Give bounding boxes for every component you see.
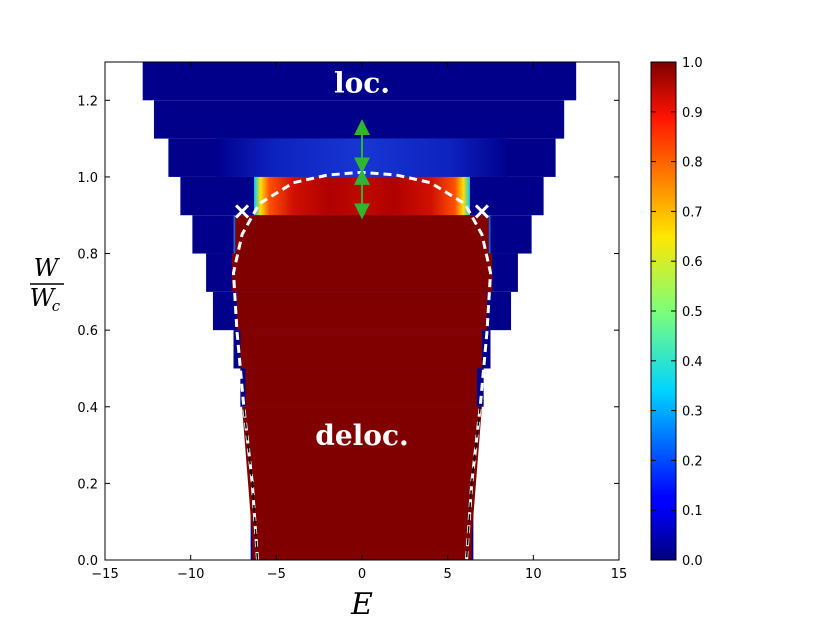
y-axis-title-denominator: W — [30, 284, 57, 312]
deloc-band-5 — [235, 215, 489, 254]
colorbar-tick-label: 0.6 — [682, 255, 703, 270]
x-tick-label: −10 — [177, 567, 204, 582]
y-axis-title-subscript: c — [52, 297, 61, 315]
critical-point-0 — [235, 204, 250, 219]
y-axis-title-numerator: W — [34, 254, 61, 282]
critical-point-1 — [474, 204, 489, 219]
deloc-band-4 — [231, 253, 493, 292]
colorbar-tick-label: 0.0 — [682, 554, 703, 569]
x-tick-label: −15 — [91, 567, 118, 582]
y-tick-label: 1.2 — [77, 94, 98, 109]
deloc-band-2 — [240, 330, 482, 369]
y-tick-label: 0.2 — [77, 477, 98, 492]
x-tick-label: 15 — [611, 567, 628, 582]
deloc-lower-shape — [242, 406, 482, 560]
x-tick-label: 10 — [525, 567, 542, 582]
x-axis-title: E — [350, 587, 373, 622]
x-tick-label: −5 — [267, 567, 286, 582]
deloc-band-3 — [236, 291, 488, 331]
colorbar-tick-label: 0.5 — [682, 305, 703, 320]
y-tick-label: 0.0 — [77, 554, 98, 569]
colorbar-tick-label: 0.4 — [682, 355, 703, 370]
deloc-band-1 — [245, 368, 477, 407]
x-tick-label: 0 — [358, 567, 366, 582]
spectrum-band-10 — [142, 62, 577, 101]
plot-area: loc. deloc. — [142, 62, 577, 560]
colorbar-tick-label: 0.7 — [682, 205, 703, 220]
colorbar-tick-label: 0.1 — [682, 504, 703, 519]
y-axis-title: W W c — [30, 254, 64, 315]
colorbar-tick-label: 0.8 — [682, 156, 703, 171]
y-tick-label: 0.6 — [77, 324, 98, 339]
region-label-1: deloc. — [315, 419, 409, 452]
region-label-0: loc. — [334, 67, 390, 100]
colorbar: 0.0 0.1 0.2 0.3 0.4 0.5 0.6 0.7 0.8 0.9 1.0 — [650, 56, 703, 569]
spectrum-band-9 — [152, 100, 565, 139]
colorbar-tick-label: 0.2 — [682, 454, 703, 469]
y-axis: 0.0 0.2 0.4 0.6 0.8 1.0 1.2 — [77, 94, 619, 569]
x-axis: −15 −10 −5 0 5 10 15 — [91, 62, 627, 582]
colorbar-tick-label: 0.9 — [682, 106, 703, 121]
y-tick-label: 1.0 — [77, 171, 98, 186]
mobility-edge-left-lower — [243, 406, 259, 560]
y-tick-label: 0.4 — [77, 401, 98, 416]
mobility-edge-right-lower — [465, 406, 481, 560]
colorbar-tick-label: 0.3 — [682, 405, 703, 420]
colorbar-tick-label: 1.0 — [682, 56, 703, 71]
y-tick-label: 0.8 — [77, 248, 98, 263]
x-tick-label: 5 — [444, 567, 452, 582]
